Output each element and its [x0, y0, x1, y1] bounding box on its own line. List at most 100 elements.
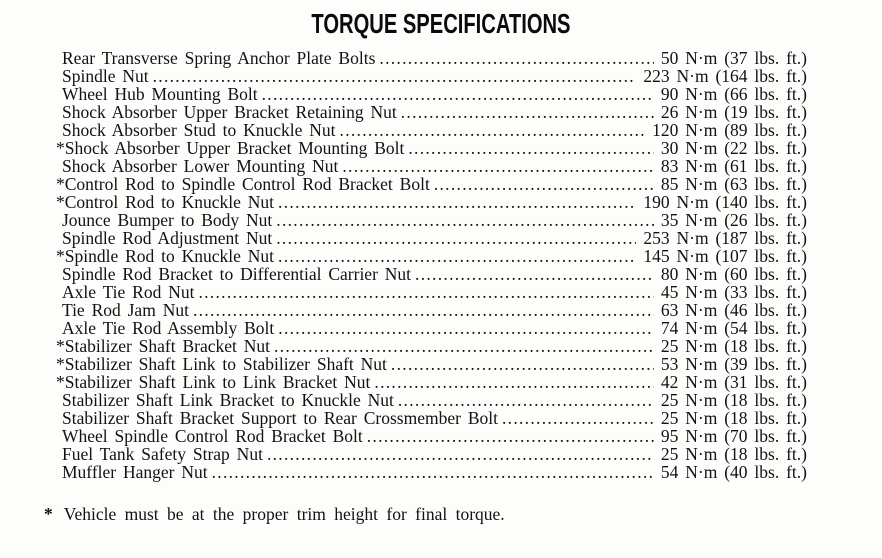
row-label: Jounce Bumper to Body Nut — [62, 210, 273, 230]
dot-leader — [193, 301, 654, 319]
table-row: Spindle Rod Bracket to Differential Carr… — [62, 265, 807, 283]
table-row: Spindle Nut 223 N·m (164 lbs. ft.) — [62, 67, 807, 85]
row-label: Axle Tie Rod Nut — [62, 282, 195, 302]
row-value: 42 N·m (31 lbs. ft.) — [660, 372, 807, 392]
torque-table: Rear Transverse Spring Anchor Plate Bolt… — [56, 49, 807, 481]
table-row: Axle Tie Rod Nut 45 N·m (33 lbs. ft.) — [62, 283, 807, 301]
row-label: *Stabilizer Shaft Bracket Nut — [56, 336, 271, 356]
dot-leader — [502, 409, 654, 427]
table-row: Shock Absorber Stud to Knuckle Nut 120 N… — [62, 121, 807, 139]
row-value: 85 N·m (63 lbs. ft.) — [660, 174, 807, 194]
dot-leader — [408, 139, 654, 157]
table-row: *Stabilizer Shaft Link to Stabilizer Sha… — [56, 355, 807, 373]
footnote-text: Vehicle must be at the proper trim heigh… — [63, 504, 505, 524]
table-row: Tie Rod Jam Nut 63 N·m (46 lbs. ft.) — [62, 301, 807, 319]
table-row: Rear Transverse Spring Anchor Plate Bolt… — [62, 49, 807, 67]
dot-leader — [340, 121, 646, 139]
table-row: Stabilizer Shaft Bracket Support to Rear… — [62, 409, 807, 427]
row-label: *Stabilizer Shaft Link to Stabilizer Sha… — [56, 354, 387, 374]
row-label: *Control Rod to Spindle Control Rod Brac… — [56, 174, 430, 194]
row-value: 95 N·m (70 lbs. ft.) — [660, 426, 807, 446]
dot-leader — [398, 391, 654, 409]
row-label: Spindle Nut — [62, 66, 149, 86]
row-value: 190 N·m (140 lbs. ft.) — [643, 192, 807, 212]
row-value: 63 N·m (46 lbs. ft.) — [660, 300, 807, 320]
dot-leader — [212, 463, 654, 481]
row-value: 53 N·m (39 lbs. ft.) — [660, 354, 807, 374]
row-label: Stabilizer Shaft Link Bracket to Knuckle… — [62, 390, 394, 410]
dot-leader — [153, 67, 637, 85]
table-row: *Control Rod to Knuckle Nut 190 N·m (140… — [56, 193, 807, 211]
row-value: 30 N·m (22 lbs. ft.) — [660, 138, 807, 158]
row-value: 80 N·m (60 lbs. ft.) — [660, 264, 807, 284]
dot-leader — [391, 355, 654, 373]
row-value: 90 N·m (66 lbs. ft.) — [660, 84, 807, 104]
table-row: Wheel Spindle Control Rod Bracket Bolt 9… — [62, 427, 807, 445]
dot-leader — [276, 229, 636, 247]
table-row: Jounce Bumper to Body Nut 35 N·m (26 lbs… — [62, 211, 807, 229]
table-row: Spindle Rod Adjustment Nut 253 N·m (187 … — [62, 229, 807, 247]
dot-leader — [374, 373, 654, 391]
row-value: 35 N·m (26 lbs. ft.) — [660, 210, 807, 230]
dot-leader — [262, 85, 654, 103]
table-row: Stabilizer Shaft Link Bracket to Knuckle… — [62, 391, 807, 409]
table-row: Muffler Hanger Nut 54 N·m (40 lbs. ft.) — [62, 463, 807, 481]
page-title: TORQUE SPECIFICATIONS — [0, 9, 882, 39]
dot-leader — [274, 337, 654, 355]
dot-leader — [278, 193, 636, 211]
row-value: 83 N·m (61 lbs. ft.) — [660, 156, 807, 176]
row-label: Spindle Rod Bracket to Differential Carr… — [62, 264, 412, 284]
dot-leader — [401, 103, 654, 121]
row-label: Axle Tie Rod Assembly Bolt — [62, 318, 275, 338]
row-value: 26 N·m (19 lbs. ft.) — [660, 102, 807, 122]
row-value: 223 N·m (164 lbs. ft.) — [643, 66, 807, 86]
row-value: 50 N·m (37 lbs. ft.) — [660, 48, 807, 68]
row-label: Rear Transverse Spring Anchor Plate Bolt… — [62, 48, 376, 68]
row-value: 25 N·m (18 lbs. ft.) — [660, 444, 807, 464]
row-value: 253 N·m (187 lbs. ft.) — [643, 228, 807, 248]
table-row: *Shock Absorber Upper Bracket Mounting B… — [56, 139, 807, 157]
row-value: 25 N·m (18 lbs. ft.) — [660, 336, 807, 356]
table-row: Axle Tie Rod Assembly Bolt 74 N·m (54 lb… — [62, 319, 807, 337]
table-row: Fuel Tank Safety Strap Nut 25 N·m (18 lb… — [62, 445, 807, 463]
row-label: Shock Absorber Lower Mounting Nut — [62, 156, 339, 176]
table-row: Shock Absorber Lower Mounting Nut 83 N·m… — [62, 157, 807, 175]
row-label: *Spindle Rod to Knuckle Nut — [56, 246, 275, 266]
dot-leader — [198, 283, 653, 301]
row-value: 74 N·m (54 lbs. ft.) — [660, 318, 807, 338]
dot-leader — [278, 247, 636, 265]
row-label: Tie Rod Jam Nut — [62, 300, 189, 320]
row-value: 120 N·m (89 lbs. ft.) — [652, 120, 807, 140]
dot-leader — [415, 265, 654, 283]
table-row: *Stabilizer Shaft Bracket Nut 25 N·m (18… — [56, 337, 807, 355]
row-label: Shock Absorber Stud to Knuckle Nut — [62, 120, 336, 140]
row-value: 45 N·m (33 lbs. ft.) — [660, 282, 807, 302]
table-row: Shock Absorber Upper Bracket Retaining N… — [62, 103, 807, 121]
dot-leader — [379, 49, 654, 67]
row-value: 25 N·m (18 lbs. ft.) — [660, 390, 807, 410]
dot-leader — [276, 211, 654, 229]
table-row: *Spindle Rod to Knuckle Nut 145 N·m (107… — [56, 247, 807, 265]
dot-leader — [367, 427, 654, 445]
row-value: 54 N·m (40 lbs. ft.) — [660, 462, 807, 482]
dot-leader — [434, 175, 654, 193]
dot-leader — [342, 157, 654, 175]
row-label: Stabilizer Shaft Bracket Support to Rear… — [62, 408, 498, 428]
footnote: * Vehicle must be at the proper trim hei… — [44, 504, 822, 524]
row-value: 25 N·m (18 lbs. ft.) — [660, 408, 807, 428]
row-label: Wheel Hub Mounting Bolt — [62, 84, 258, 104]
table-row: Wheel Hub Mounting Bolt 90 N·m (66 lbs. … — [62, 85, 807, 103]
row-value: 145 N·m (107 lbs. ft.) — [643, 246, 807, 266]
row-label: *Shock Absorber Upper Bracket Mounting B… — [56, 138, 405, 158]
table-row: *Stabilizer Shaft Link to Link Bracket N… — [56, 373, 807, 391]
row-label: Wheel Spindle Control Rod Bracket Bolt — [62, 426, 363, 446]
row-label: Spindle Rod Adjustment Nut — [62, 228, 273, 248]
row-label: Fuel Tank Safety Strap Nut — [62, 444, 263, 464]
row-label: *Control Rod to Knuckle Nut — [56, 192, 275, 212]
row-label: Muffler Hanger Nut — [62, 462, 208, 482]
dot-leader — [278, 319, 654, 337]
row-label: *Stabilizer Shaft Link to Link Bracket N… — [56, 372, 371, 392]
footnote-asterisk: * — [44, 504, 53, 524]
dot-leader — [267, 445, 654, 463]
